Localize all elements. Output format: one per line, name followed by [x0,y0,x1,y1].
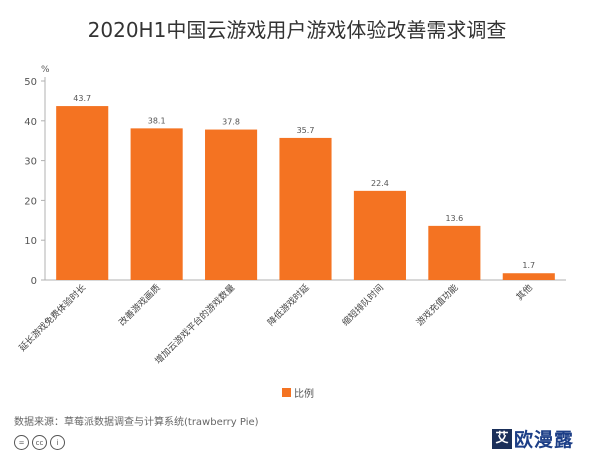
legend-swatch [282,388,291,397]
x-tick-label: 延长游戏免费体验时长 [16,282,88,354]
data-source: 数据来源：草莓派数据调查与计算系统(trawberry Pie) [14,417,259,428]
y-tick-label: 20 [24,196,37,207]
data-label: 1.7 [522,261,535,270]
y-unit-label: % [41,65,50,75]
bar-3 [205,129,258,280]
bars: 43.7 38.1 37.8 35.7 22.4 13.6 1.7 [56,94,555,280]
bar-chart: 0 10 20 30 40 50% 43.7 38.1 37.8 35.7 22.4 13.6 1.7… [16,65,566,367]
info-icon: i [50,435,65,450]
x-tick-label: 其他 [514,282,535,303]
equal-icon: = [14,435,29,450]
legend: 比例 [282,385,314,400]
bar-4 [279,137,332,280]
bar-2 [130,128,183,280]
x-tick-label: 增加云游戏平台的游戏数量 [152,282,237,367]
data-label: 37.8 [222,118,240,127]
y-tick-label: 50 [24,77,37,88]
data-label: 43.7 [73,94,91,103]
x-tick-label: 降低游戏时延 [265,282,312,329]
bar-1 [56,106,109,280]
x-tick-label: 游戏充值功能 [414,282,461,329]
data-label: 38.1 [148,116,166,125]
bar-5 [353,190,406,280]
watermark-text: 欧漫露 [514,429,575,451]
chart-title: 2020H1中国云游戏用户游戏体验改善需求调查 [87,18,507,42]
data-label: 35.7 [297,126,315,135]
cc-icon: cc [32,435,47,450]
y-tick-label: 40 [24,117,37,128]
x-tick-label: 缩短排队时间 [339,282,386,329]
data-label: 22.4 [371,179,389,188]
x-tick-label: 改善游戏画质 [116,282,163,329]
license-icons: = cc i [14,435,65,450]
y-tick-label: 10 [24,236,37,247]
bar-6 [428,225,481,280]
watermark-logo: 艾 [492,428,512,449]
bar-7 [502,273,555,280]
data-label: 13.6 [445,214,463,223]
watermark: 艾 欧漫露 [492,425,574,452]
legend-label: 比例 [294,389,314,400]
y-tick-label: 30 [24,157,37,168]
y-tick-label: 0 [31,276,37,287]
